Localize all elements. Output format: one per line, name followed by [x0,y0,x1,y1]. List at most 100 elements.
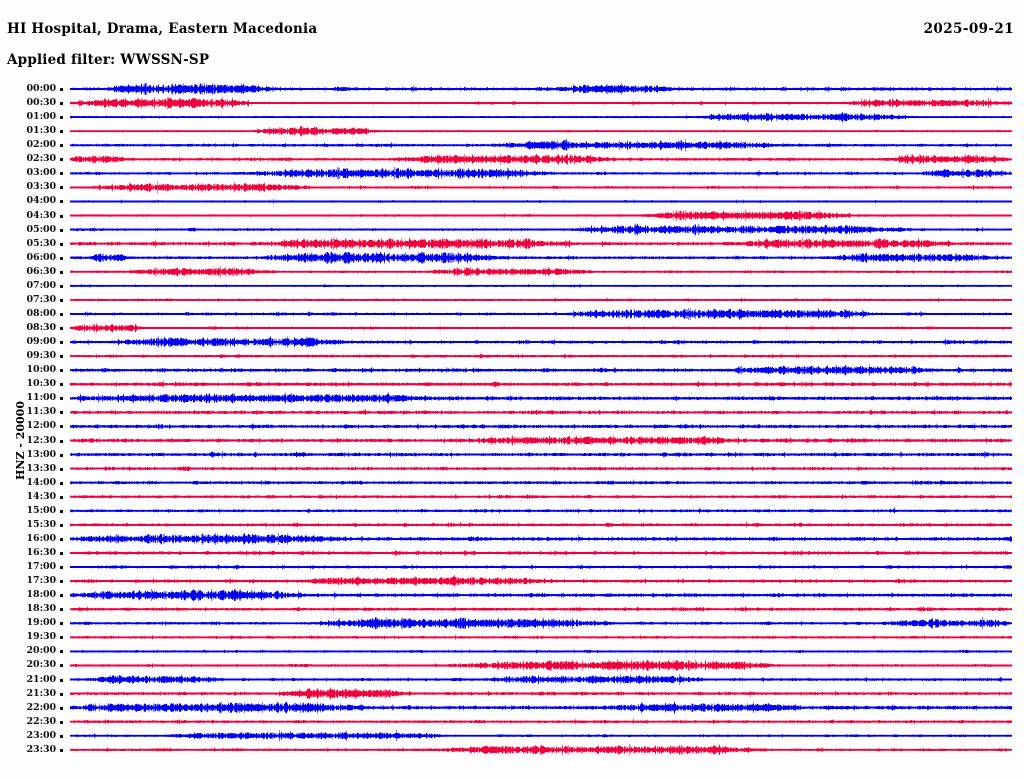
time-label: 09:00 [26,336,57,348]
time-tick [60,622,63,626]
trace-baseline [70,299,1012,301]
time-label: 13:30 [26,462,57,474]
time-tick [60,144,63,148]
plot-date: 2025-09-21 [923,21,1014,37]
time-label: 14:30 [26,490,57,502]
time-label: 17:00 [26,561,57,573]
time-tick [60,594,63,598]
trace-baseline [70,186,1012,189]
time-label: 04:30 [26,209,57,221]
trace-baseline [70,678,1012,681]
time-tick [60,242,63,246]
time-label: 05:00 [26,223,57,235]
trace-baseline [70,650,1012,653]
time-tick [60,383,63,387]
time-tick [60,88,63,91]
trace-baseline [70,481,1012,484]
time-tick [60,158,63,162]
time-tick [60,327,63,331]
trace-baseline [70,313,1012,315]
time-label: 18:00 [26,589,57,601]
time-label: 06:30 [26,265,57,277]
trace-baseline [70,369,1012,372]
trace-baseline [70,144,1012,147]
time-tick [60,734,63,738]
time-label: 16:00 [26,532,57,544]
trace-baseline [70,425,1012,428]
trace-baseline [70,608,1012,611]
time-label: 20:00 [26,645,57,657]
time-tick [60,467,63,471]
time-tick [60,425,63,429]
trace-baseline [70,566,1012,568]
time-label: 09:30 [26,350,57,362]
trace-baseline [70,594,1012,597]
time-label: 16:30 [26,546,57,558]
trace-baseline [70,411,1012,414]
time-label: 15:30 [26,518,57,530]
time-tick [60,692,63,696]
trace-baseline [70,453,1012,456]
time-tick [60,439,63,443]
trace-baseline [70,327,1012,329]
time-label: 06:00 [26,251,57,263]
time-tick [60,537,63,541]
time-label: 19:30 [26,631,57,643]
time-tick [60,523,63,527]
time-label: 22:30 [26,715,57,727]
time-tick [60,228,63,232]
time-label: 03:30 [26,181,57,193]
time-label: 02:30 [26,153,57,165]
time-tick [60,116,63,120]
time-label: 14:00 [26,476,57,488]
trace-baseline [70,88,1012,90]
time-tick [60,172,63,176]
time-label: 19:00 [26,617,57,629]
time-label: 03:00 [26,167,57,179]
time-tick [60,298,63,302]
trace-baseline [70,228,1012,231]
trace-baseline [70,734,1012,737]
time-label: 21:30 [26,687,57,699]
trace-baseline [70,102,1012,104]
trace-baseline [70,664,1012,667]
time-label: 15:00 [26,504,57,516]
time-label: 12:30 [26,434,57,446]
trace-baseline [70,509,1012,512]
time-tick [60,355,63,359]
trace-baseline [70,552,1012,554]
time-tick [60,551,63,555]
time-label: 04:00 [26,195,57,207]
time-label: 00:00 [26,83,57,94]
time-label: 21:00 [26,673,57,685]
time-tick [60,481,63,485]
trace-baseline [70,270,1012,273]
time-label: 01:00 [26,111,57,123]
time-label: 07:30 [26,293,57,305]
trace-baseline [70,748,1012,751]
time-label: 17:30 [26,575,57,587]
trace-baseline [70,580,1012,582]
time-tick [60,706,63,710]
trace-baseline [70,130,1012,133]
trace-baseline [70,116,1012,119]
time-label: 23:30 [26,743,57,755]
time-tick [60,566,63,570]
time-tick [60,102,63,106]
time-tick [60,369,63,373]
trace-baseline [70,341,1012,343]
time-label: 08:00 [26,307,57,319]
time-axis: 00:00 00:30 01:00 01:30 02:00 02:30 03:00 03:30… [0,0,63,780]
time-tick [60,130,63,134]
time-tick [60,312,63,316]
trace-baseline [70,622,1012,625]
time-tick [60,650,63,654]
trace-baseline [70,242,1012,245]
trace-baseline [70,467,1012,470]
time-label: 20:30 [26,659,57,671]
time-tick [60,509,63,513]
trace-baseline [70,172,1012,175]
time-label: 22:00 [26,701,57,713]
